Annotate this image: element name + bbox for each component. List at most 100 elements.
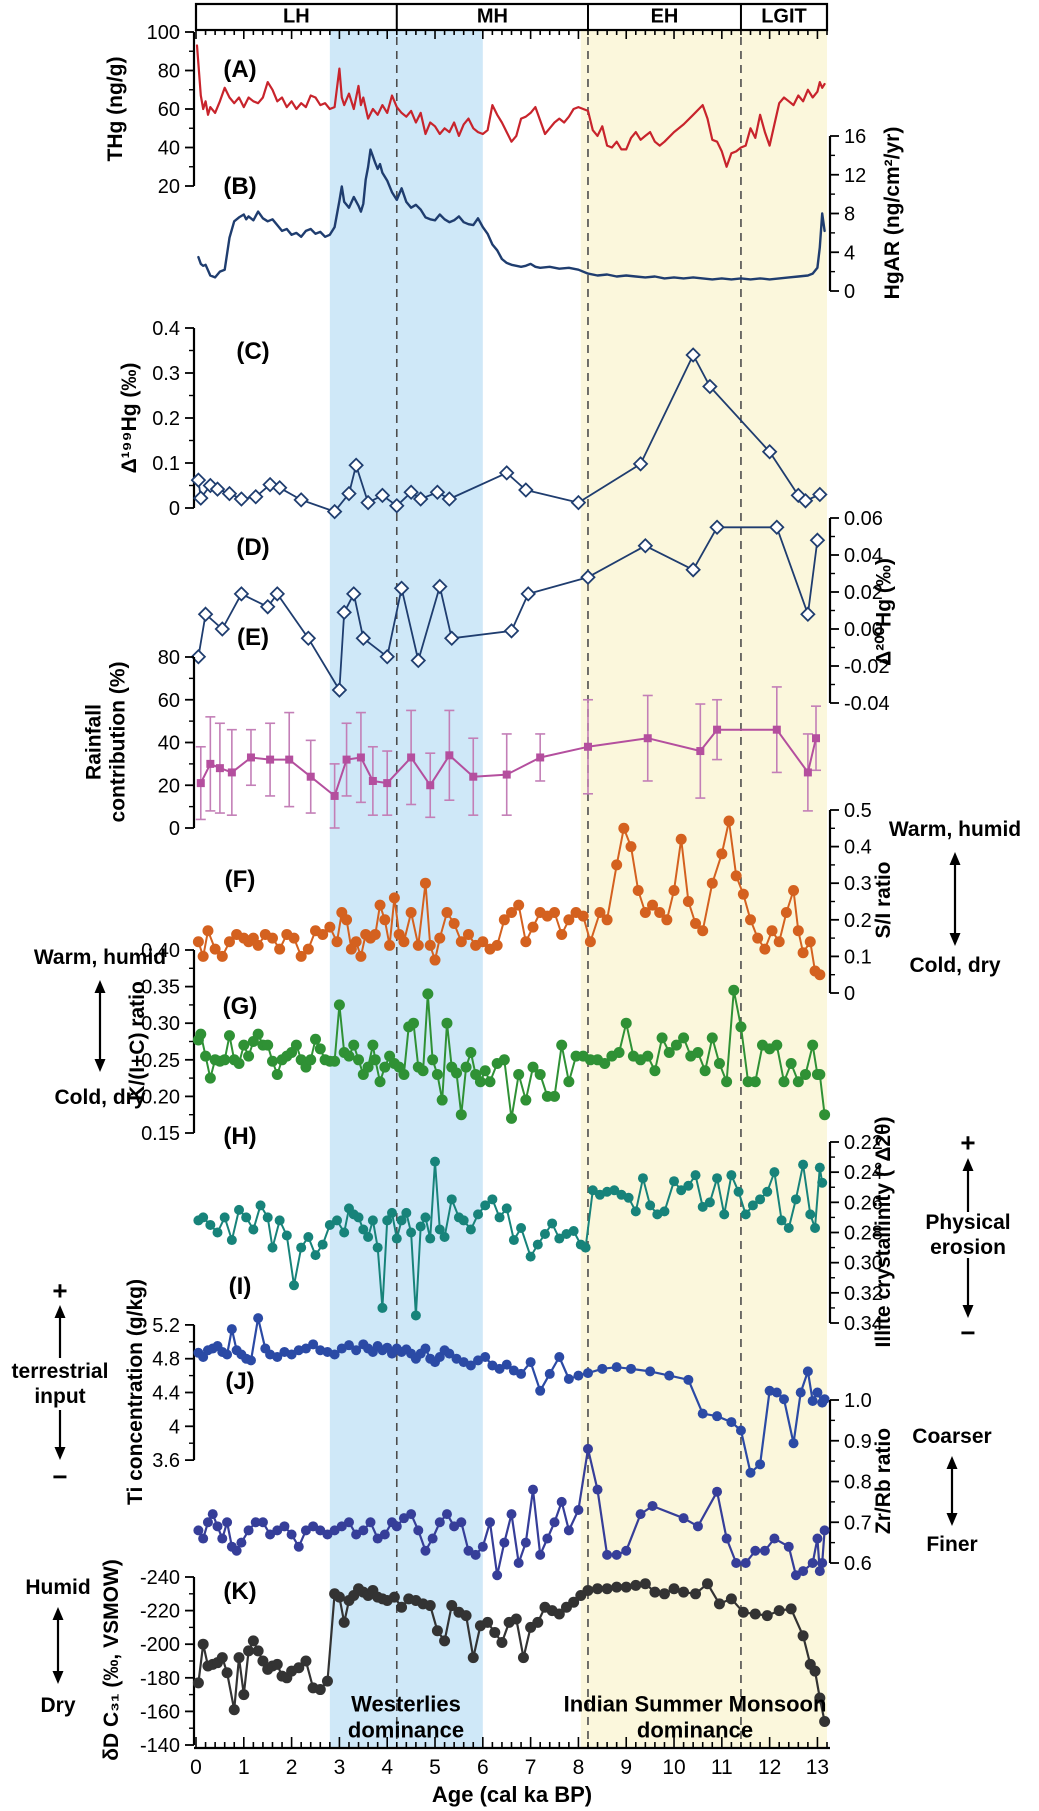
series-G-marker xyxy=(678,1032,690,1044)
series-H-marker xyxy=(212,1227,223,1238)
annotation-physical-erosion-arrow xyxy=(962,1258,974,1318)
series-F-marker xyxy=(398,936,410,948)
panel-I-tick-label: 4 xyxy=(169,1416,180,1438)
band-indian-summer-monsoon xyxy=(580,31,827,1748)
series-G-marker xyxy=(367,1039,379,1051)
series-C-marker xyxy=(190,472,207,488)
series-C-marker xyxy=(702,378,718,395)
series-E-marker xyxy=(643,734,652,743)
annotation-terrestrial-input-arrow xyxy=(54,1305,66,1358)
series-F-marker xyxy=(477,936,489,948)
series-F-marker xyxy=(639,906,651,918)
series-K-marker xyxy=(247,1635,259,1647)
series-D-marker xyxy=(503,623,520,639)
x-axis-tick-label: 8 xyxy=(573,1756,585,1779)
series-K-marker xyxy=(482,1616,494,1628)
series-J-marker xyxy=(470,1549,481,1560)
panel-D-tick-label: -0.04 xyxy=(844,693,890,715)
series-I-marker xyxy=(755,1459,766,1470)
series-F-marker xyxy=(498,914,510,926)
series-K-marker xyxy=(238,1689,250,1701)
series-C-marker xyxy=(498,465,515,481)
panel-A-tick-label: 60 xyxy=(158,99,180,121)
series-H-marker xyxy=(420,1212,431,1223)
series-G-marker xyxy=(348,1039,360,1051)
series-F-marker xyxy=(384,939,396,951)
series-H-marker xyxy=(386,1207,397,1218)
series-H-marker xyxy=(532,1239,543,1250)
series-H-marker xyxy=(501,1203,512,1214)
band-westerlies xyxy=(329,31,483,1748)
series-F-marker xyxy=(462,928,474,940)
series-J-marker xyxy=(513,1558,524,1568)
series-F-marker xyxy=(506,906,517,918)
series-I-marker xyxy=(802,1366,813,1377)
panel-C-tick-label: 0.4 xyxy=(152,318,180,340)
series-G-marker xyxy=(408,1017,420,1029)
panel-D-tick-label: 0.00 xyxy=(844,619,883,641)
series-I-marker xyxy=(611,1362,622,1373)
series-C-marker xyxy=(570,494,587,511)
series-H-marker xyxy=(690,1170,701,1181)
annotation-warm-cold-left-arrow xyxy=(94,980,106,1072)
series-C-marker xyxy=(441,491,458,507)
series-J-marker xyxy=(434,1517,445,1528)
series-K-marker xyxy=(749,1608,761,1620)
annotation-physical-erosion-arrow xyxy=(962,1158,974,1212)
panel-A-tick-label: 20 xyxy=(158,176,180,198)
series-F-marker xyxy=(601,914,613,926)
series-J-marker xyxy=(477,1541,488,1552)
series-C-marker xyxy=(221,485,238,502)
series-G-marker xyxy=(204,1072,216,1084)
series-G-marker xyxy=(329,1055,341,1067)
panel-K-tick-label: -140 xyxy=(140,1735,180,1757)
series-F-marker xyxy=(723,815,735,827)
series-H-marker xyxy=(762,1186,773,1197)
x-axis-tick-label: 13 xyxy=(806,1756,829,1779)
series-H-marker xyxy=(396,1215,407,1226)
series-H-marker xyxy=(798,1159,809,1170)
panel-A-tick-label: 100 xyxy=(147,22,180,44)
series-G-marker xyxy=(441,1017,453,1029)
series-J-marker xyxy=(365,1517,376,1528)
x-axis-tick-label: 6 xyxy=(477,1756,489,1779)
panel-K-tick-label: -200 xyxy=(140,1634,180,1656)
series-G-marker xyxy=(243,1050,255,1062)
series-G-marker xyxy=(735,1021,747,1033)
series-H-marker xyxy=(317,1239,328,1250)
series-H-marker xyxy=(415,1221,426,1232)
panel-D-tick-label: -0.02 xyxy=(844,656,890,678)
series-C-marker xyxy=(685,347,701,363)
series-F-marker xyxy=(745,914,757,926)
series-K-marker xyxy=(582,1584,594,1596)
series-C-marker xyxy=(761,443,778,460)
series-H-marker xyxy=(288,1280,299,1291)
period-box xyxy=(194,2,829,32)
series-K-marker xyxy=(439,1635,451,1647)
series-K-marker xyxy=(257,1655,269,1667)
series-E-marker xyxy=(426,781,435,790)
series-G-marker xyxy=(819,1109,831,1121)
series-J-marker xyxy=(202,1517,213,1528)
series-C-marker xyxy=(233,491,250,507)
series-G-marker xyxy=(266,1055,278,1067)
series-G-marker xyxy=(484,1076,496,1088)
series-C-marker xyxy=(326,503,343,520)
series-J-marker xyxy=(506,1509,517,1520)
series-H-marker xyxy=(733,1186,744,1197)
series-J-marker xyxy=(391,1521,402,1532)
series-E-marker xyxy=(696,747,705,756)
series-C-marker xyxy=(412,491,429,507)
series-K-marker xyxy=(197,1638,209,1650)
series-I-marker xyxy=(535,1385,546,1396)
series-I-marker xyxy=(712,1411,723,1422)
series-A-line xyxy=(195,44,826,168)
series-G-marker xyxy=(656,1032,668,1044)
series-D-marker xyxy=(685,562,701,578)
series-C-marker xyxy=(262,476,278,493)
series-G-marker xyxy=(778,1076,790,1088)
series-F-marker xyxy=(716,848,728,860)
series-J-marker xyxy=(492,1570,503,1581)
series-K-marker xyxy=(228,1704,240,1716)
series-G-marker xyxy=(670,1039,682,1051)
